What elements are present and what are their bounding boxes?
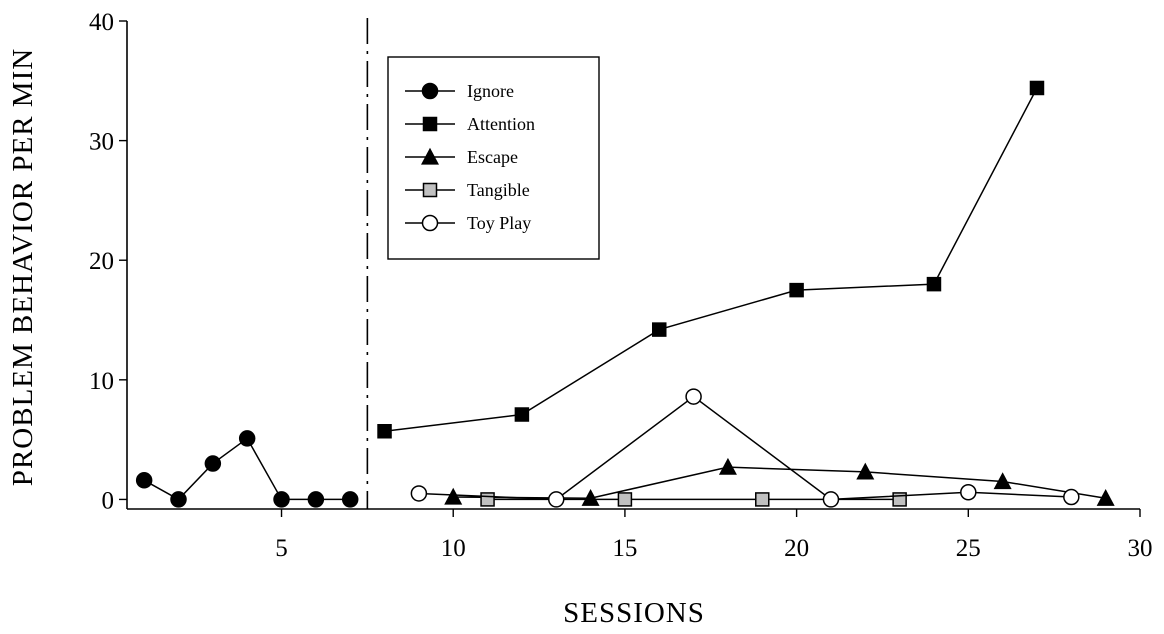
data-point-ignore bbox=[341, 491, 359, 508]
data-point-escape bbox=[856, 462, 875, 480]
data-point-escape bbox=[718, 457, 737, 475]
y-tick-label: 0 bbox=[102, 487, 115, 514]
data-point-attention bbox=[926, 276, 942, 292]
data-point-tangible bbox=[617, 492, 633, 507]
data-point-toy-play bbox=[960, 484, 977, 501]
data-point-toy-play bbox=[685, 388, 702, 405]
legend-item-escape: Escape bbox=[405, 147, 518, 167]
x-tick-label: 15 bbox=[612, 535, 637, 562]
data-point-attention bbox=[1029, 80, 1045, 96]
legend-marker-escape bbox=[421, 147, 439, 165]
legend-label-ignore: Ignore bbox=[467, 81, 514, 101]
y-tick-label: 10 bbox=[89, 368, 114, 395]
axes bbox=[126, 21, 1140, 510]
legend: Ignore Attention Escape Tangible Toy Play bbox=[387, 56, 600, 260]
y-tick-label: 30 bbox=[89, 129, 114, 156]
data-point-ignore bbox=[238, 430, 256, 447]
series-layer bbox=[135, 80, 1115, 508]
legend-marker-ignore bbox=[421, 82, 439, 100]
series-line-ignore bbox=[143, 437, 351, 501]
x-tick-label: 25 bbox=[956, 535, 981, 562]
legend-item-attention: Attention bbox=[405, 114, 535, 134]
data-point-ignore bbox=[307, 491, 325, 508]
data-point-ignore bbox=[170, 491, 187, 508]
legend-label-tangible: Tangible bbox=[467, 180, 530, 200]
x-tick-label: 30 bbox=[1128, 535, 1153, 562]
x-tick-label: 5 bbox=[275, 535, 288, 562]
legend-item-ignore: Ignore bbox=[405, 81, 514, 101]
legend-item-tangible: Tangible bbox=[405, 180, 530, 200]
data-point-toy-play bbox=[410, 485, 428, 502]
data-point-escape bbox=[444, 487, 463, 505]
data-point-attention bbox=[789, 282, 804, 298]
legend-label-attention: Attention bbox=[467, 114, 535, 134]
data-point-toy-play bbox=[547, 491, 565, 508]
ticks: 5 10 15 20 25 30 0 10 20 30 40 bbox=[89, 9, 1153, 562]
series-line-escape bbox=[453, 466, 1106, 499]
data-point-attention bbox=[652, 322, 667, 337]
series-ignore bbox=[135, 430, 359, 508]
legend-label-toy-play: Toy Play bbox=[467, 213, 531, 233]
series-attention bbox=[377, 80, 1045, 439]
series-escape bbox=[444, 457, 1115, 506]
data-point-escape bbox=[581, 488, 600, 506]
legend-items: Ignore Attention Escape Tangible Toy Play bbox=[405, 81, 535, 233]
series-toy-play bbox=[410, 388, 1080, 508]
data-point-ignore bbox=[135, 472, 153, 489]
data-point-toy-play bbox=[1063, 488, 1080, 506]
y-tick-label: 20 bbox=[89, 248, 114, 275]
data-point-ignore bbox=[204, 455, 222, 472]
y-axis-title: PROBLEM BEHAVIOR PER MIN bbox=[7, 48, 39, 486]
legend-label-escape: Escape bbox=[467, 147, 518, 167]
legend-item-toy-play: Toy Play bbox=[405, 213, 531, 233]
data-point-attention bbox=[377, 424, 392, 439]
data-point-tangible bbox=[480, 492, 495, 507]
legend-marker-toy-play bbox=[421, 214, 439, 232]
x-axis-title: SESSIONS bbox=[563, 597, 705, 629]
data-point-escape bbox=[1096, 488, 1115, 506]
x-tick-label: 10 bbox=[441, 535, 466, 562]
data-point-attention bbox=[514, 407, 530, 422]
data-point-escape bbox=[993, 472, 1012, 490]
x-tick-label: 20 bbox=[784, 535, 809, 562]
y-tick-label: 40 bbox=[89, 9, 114, 36]
data-point-toy-play bbox=[822, 491, 840, 508]
data-point-ignore bbox=[273, 491, 290, 508]
series-line-toy-play bbox=[418, 395, 1072, 501]
legend-marker-attention bbox=[422, 116, 438, 132]
series-line-attention bbox=[384, 87, 1038, 432]
data-point-tangible bbox=[755, 492, 770, 507]
legend-marker-tangible bbox=[422, 182, 438, 198]
